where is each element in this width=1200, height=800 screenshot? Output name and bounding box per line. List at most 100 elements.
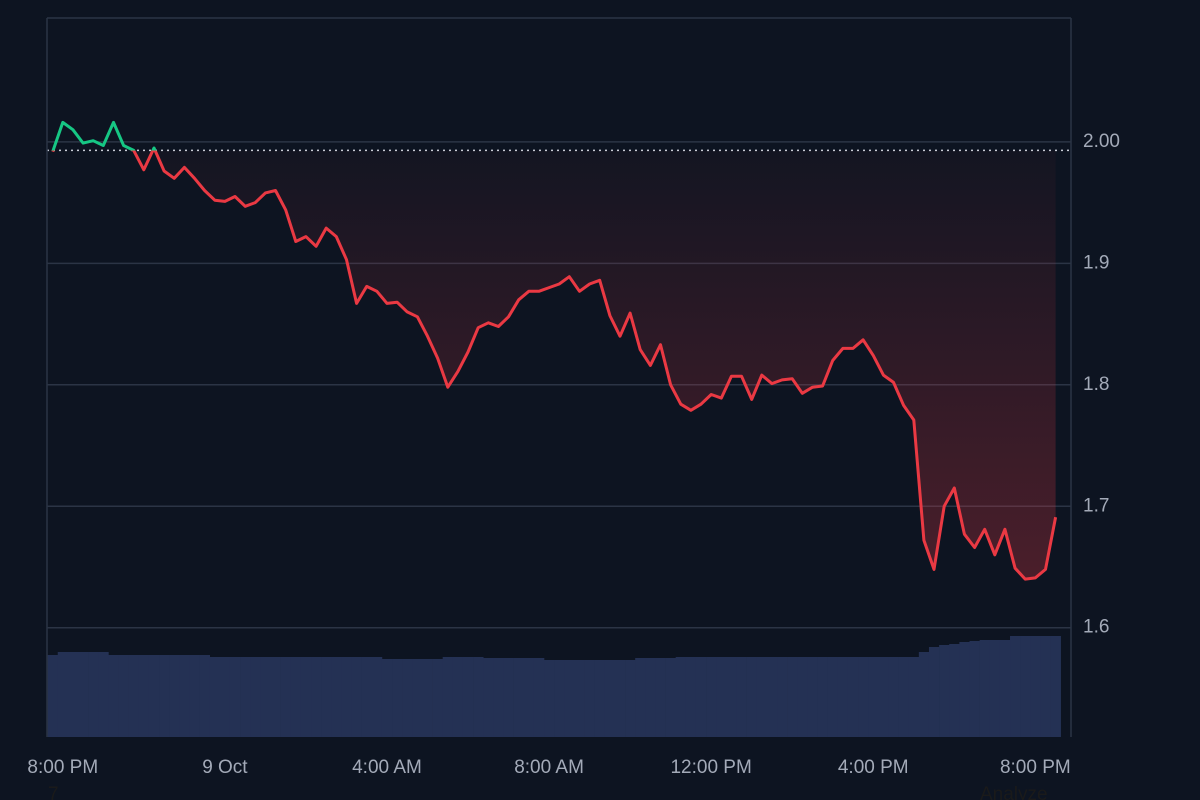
volume-bar bbox=[381, 659, 393, 737]
volume-bar bbox=[989, 640, 1001, 737]
volume-bar bbox=[57, 652, 69, 737]
volume-bar bbox=[452, 657, 464, 737]
volume-bar bbox=[736, 657, 747, 737]
volume-bar bbox=[878, 657, 889, 737]
volume-bar bbox=[635, 658, 646, 737]
cut-off-label: Analyze bbox=[980, 784, 1048, 800]
x-tick-label: 8:00 PM bbox=[27, 757, 98, 778]
volume-bar bbox=[1020, 636, 1031, 737]
volume-bar bbox=[493, 658, 504, 737]
volume-bar bbox=[422, 659, 433, 737]
volume-bar bbox=[1050, 636, 1061, 737]
volume-bar bbox=[98, 652, 109, 737]
volume-bar bbox=[908, 657, 920, 737]
volume-bar bbox=[138, 655, 150, 737]
volume-bar bbox=[604, 660, 616, 737]
cut-off-label: 7 bbox=[48, 784, 59, 800]
volume-bar bbox=[118, 655, 129, 737]
volume-bar bbox=[837, 657, 849, 737]
volume-bar bbox=[979, 640, 991, 737]
volume-bar bbox=[392, 659, 403, 737]
volume-bar bbox=[311, 657, 322, 737]
volume-bar bbox=[77, 652, 89, 737]
volume-bar bbox=[918, 652, 930, 737]
volume-bar bbox=[371, 657, 383, 737]
x-tick-label: 9 Oct bbox=[202, 757, 248, 778]
volume-bar bbox=[766, 657, 778, 737]
volume-bar bbox=[290, 657, 302, 737]
y-tick-label: 1.6 bbox=[1083, 617, 1109, 638]
volume-bar bbox=[503, 658, 514, 737]
volume-bar bbox=[331, 657, 342, 737]
volume-bar bbox=[402, 659, 413, 737]
volume-bar bbox=[726, 657, 737, 737]
volume-bar bbox=[169, 655, 180, 737]
volume-bar bbox=[827, 657, 839, 737]
volume-bar bbox=[199, 655, 210, 737]
y-tick-label: 2.00 bbox=[1083, 131, 1120, 152]
volume-bar bbox=[351, 657, 362, 737]
volume-bar bbox=[614, 660, 626, 737]
volume-bar bbox=[716, 657, 727, 737]
volume-bar bbox=[544, 660, 555, 737]
volume-bar bbox=[483, 658, 494, 737]
volume-bar bbox=[108, 655, 119, 737]
volume-bar bbox=[189, 655, 200, 737]
volume-bar bbox=[675, 657, 687, 737]
volume-bar bbox=[584, 660, 595, 737]
volume-bar bbox=[685, 657, 697, 737]
volume-bar bbox=[159, 655, 170, 737]
volume-bar bbox=[797, 657, 808, 737]
x-tick-label: 4:00 AM bbox=[352, 757, 422, 778]
volume-bar bbox=[888, 657, 899, 737]
volume-bar bbox=[898, 657, 910, 737]
volume-bar bbox=[229, 657, 241, 737]
volume-bar bbox=[564, 660, 575, 737]
volume-bar bbox=[412, 659, 423, 737]
volume-bar bbox=[858, 657, 869, 737]
volume-bar bbox=[341, 657, 352, 737]
volume-bar bbox=[777, 657, 788, 737]
volume-bar bbox=[523, 658, 535, 737]
volume-bar bbox=[706, 657, 717, 737]
volume-bar bbox=[665, 658, 677, 737]
y-tick-label: 1.7 bbox=[1083, 495, 1109, 516]
volume-bar bbox=[625, 660, 636, 737]
volume-bar bbox=[1040, 636, 1051, 737]
volume-bar bbox=[959, 642, 970, 737]
volume-bar bbox=[473, 657, 484, 737]
volume-bar bbox=[746, 657, 758, 737]
volume-bar bbox=[148, 655, 160, 737]
volume-bar bbox=[432, 659, 444, 737]
volume-bar bbox=[949, 644, 960, 737]
volume-bar bbox=[807, 657, 818, 737]
volume-bar bbox=[270, 657, 281, 737]
volume-bar bbox=[1030, 636, 1041, 737]
volume-bar bbox=[817, 657, 828, 737]
y-tick-label: 1.8 bbox=[1083, 374, 1109, 395]
volume-bar bbox=[655, 658, 666, 737]
volume-bar bbox=[554, 660, 565, 737]
volume-bar bbox=[939, 645, 950, 737]
volume-bar bbox=[533, 658, 545, 737]
volume-bar bbox=[847, 657, 859, 737]
volume-bar bbox=[128, 655, 140, 737]
volume-bar bbox=[969, 641, 980, 737]
volume-bar bbox=[67, 652, 79, 737]
volume-bar bbox=[574, 660, 585, 737]
volume-bar bbox=[47, 655, 59, 737]
volume-bar bbox=[1010, 636, 1021, 737]
volume-bar bbox=[513, 658, 525, 737]
volume-bar bbox=[219, 657, 231, 737]
x-tick-label: 8:00 PM bbox=[1000, 757, 1071, 778]
volume-bar bbox=[695, 657, 707, 737]
volume-bar bbox=[250, 657, 261, 737]
x-tick-label: 8:00 AM bbox=[514, 757, 584, 778]
x-tick-label: 12:00 PM bbox=[670, 757, 751, 778]
volume-bar bbox=[179, 655, 190, 737]
volume-bar bbox=[300, 657, 312, 737]
volume-bar bbox=[594, 660, 606, 737]
volume-bar bbox=[787, 657, 798, 737]
